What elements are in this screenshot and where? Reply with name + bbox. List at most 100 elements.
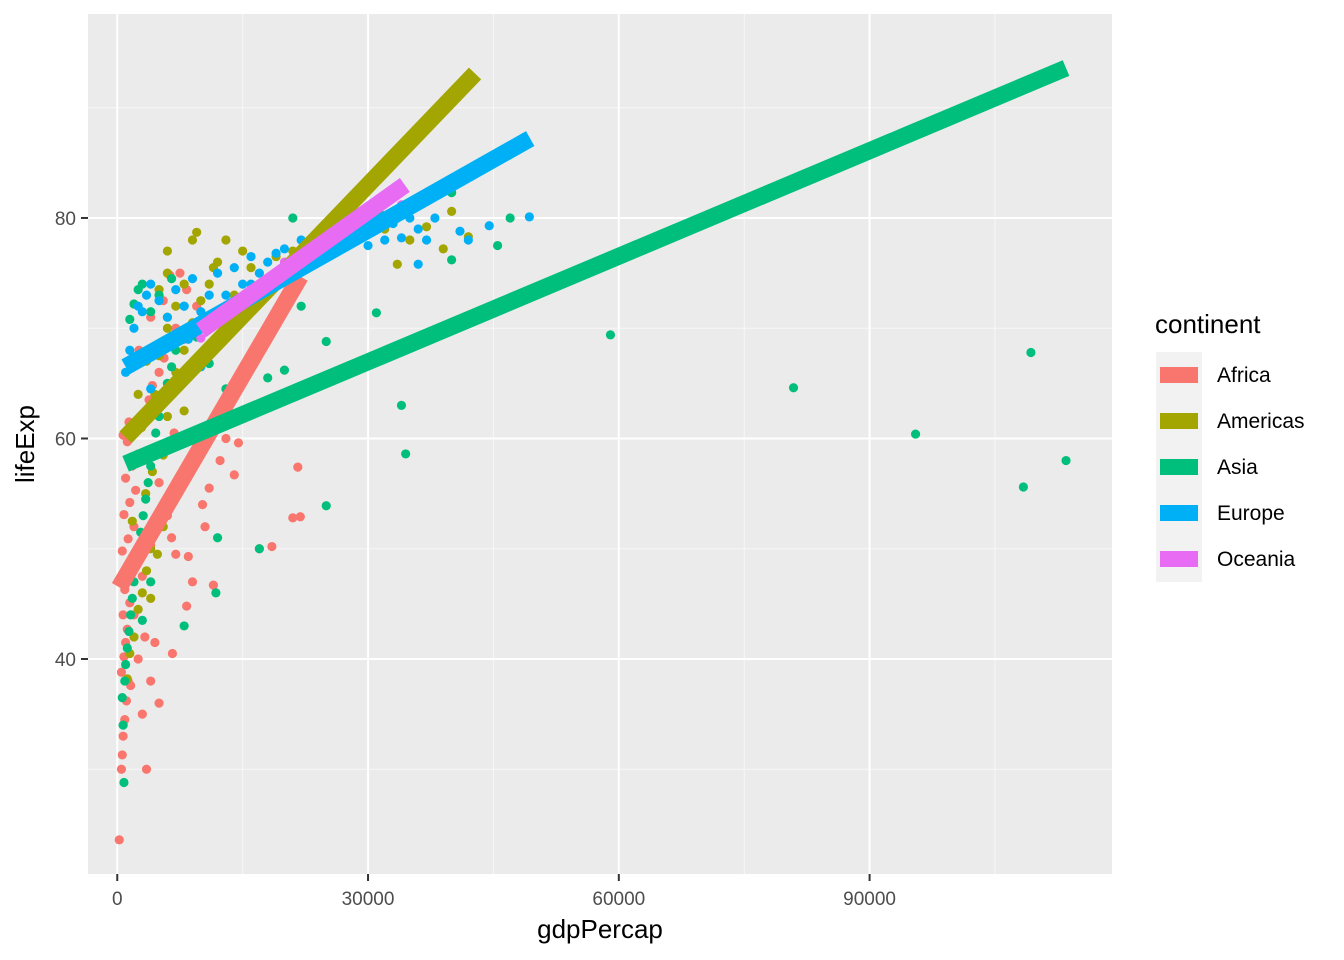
data-point: [204, 483, 214, 493]
data-point: [187, 235, 198, 245]
data-point: [162, 323, 173, 333]
panel-background: [88, 14, 1112, 874]
data-point: [150, 637, 160, 648]
data-point: [143, 477, 153, 488]
data-point: [254, 544, 264, 554]
legend-label: Asia: [1217, 456, 1258, 479]
data-point: [179, 406, 189, 416]
legend-label: Africa: [1217, 364, 1271, 387]
data-point: [146, 307, 156, 317]
data-point: [455, 226, 465, 236]
data-point: [171, 549, 181, 559]
data-point: [129, 323, 139, 333]
legend-key: [1160, 551, 1198, 567]
data-point: [438, 244, 448, 254]
data-point: [524, 212, 534, 222]
data-point: [263, 373, 273, 383]
data-point: [116, 667, 127, 677]
data-point: [246, 251, 256, 262]
legend-key: [1160, 367, 1198, 383]
data-point: [421, 222, 432, 232]
data-point: [321, 336, 331, 347]
data-point: [125, 345, 135, 355]
data-point: [200, 522, 210, 532]
data-point: [271, 248, 281, 258]
data-point: [125, 314, 135, 325]
data-point: [127, 593, 137, 603]
x-tick-label: 60000: [592, 889, 645, 910]
data-point: [396, 233, 407, 243]
data-point: [154, 367, 164, 377]
legend-label: Europe: [1217, 502, 1285, 525]
data-point: [133, 654, 143, 664]
data-point: [141, 494, 151, 504]
x-tick-label: 30000: [342, 889, 395, 910]
data-point: [208, 580, 218, 590]
data-point: [146, 577, 156, 587]
data-point: [187, 577, 198, 587]
data-point: [141, 290, 152, 300]
data-point: [133, 604, 143, 614]
data-point: [167, 648, 178, 659]
data-point: [401, 449, 411, 459]
data-point: [154, 698, 164, 708]
data-point: [430, 213, 440, 223]
data-point: [212, 268, 223, 278]
data-point: [1061, 455, 1071, 466]
data-point: [114, 835, 124, 845]
data-point: [204, 279, 214, 289]
data-point: [295, 512, 305, 522]
data-point: [117, 692, 127, 703]
y-tick-label: 60: [55, 429, 76, 450]
data-point: [137, 307, 147, 317]
data-point: [447, 255, 457, 265]
data-point: [196, 333, 206, 343]
data-point: [166, 362, 177, 372]
data-point: [179, 345, 189, 355]
data-point: [166, 274, 177, 284]
y-tick-label: 40: [55, 650, 76, 671]
data-point: [137, 615, 147, 626]
data-point: [175, 268, 185, 278]
data-point: [133, 389, 143, 399]
data-point: [233, 438, 244, 448]
legend-label: Oceania: [1217, 548, 1296, 571]
trend-line: [195, 177, 410, 338]
data-point: [413, 224, 423, 234]
data-point: [192, 227, 202, 237]
data-point: [254, 268, 264, 278]
legend: continent Africa Americas Asia Europe Oceani…: [1155, 309, 1305, 582]
legend-items: Africa Americas Asia Europe Oceania: [1160, 364, 1305, 571]
data-point: [1018, 482, 1028, 492]
data-point: [380, 235, 390, 245]
data-point: [154, 477, 164, 488]
data-point: [363, 240, 373, 251]
data-point: [229, 470, 239, 480]
data-point: [221, 433, 231, 444]
grid-lines: [88, 14, 1112, 874]
data-point: [137, 279, 147, 289]
data-point: [187, 274, 198, 284]
data-point: [392, 259, 402, 269]
data-point: [238, 279, 248, 289]
data-point: [605, 330, 616, 340]
data-point: [263, 257, 273, 267]
data-point: [196, 296, 206, 306]
data-point: [137, 588, 147, 598]
data-point: [211, 588, 221, 598]
trend-line: [121, 131, 535, 375]
data-point: [146, 461, 156, 471]
data-point: [405, 235, 415, 245]
data-point: [171, 285, 181, 295]
data-point: [413, 259, 423, 269]
data-point: [151, 428, 161, 438]
data-point: [131, 485, 141, 495]
data-point: [146, 279, 156, 289]
data-point: [229, 262, 239, 273]
data-point: [137, 709, 147, 719]
x-tick-label: 0: [112, 889, 123, 910]
data-point: [162, 246, 173, 256]
data-point: [118, 610, 128, 620]
data-point: [293, 462, 303, 472]
